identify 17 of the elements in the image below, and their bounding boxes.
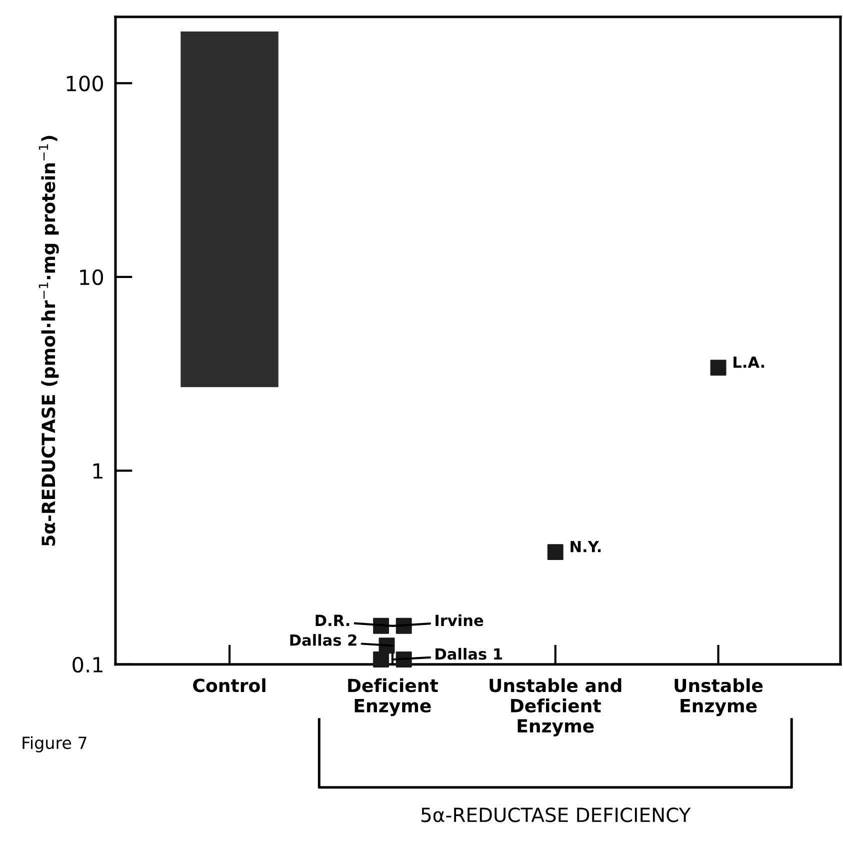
annotation: Dallas 1 [436, 648, 502, 660]
annotation: D.R. [316, 614, 350, 626]
y-tick-label: 10 [80, 269, 103, 286]
y-tick-label: 100 [66, 76, 103, 92]
annotation: Dallas 2 [290, 634, 356, 646]
y-tick-label: 0.1 [72, 656, 102, 673]
x-axis-title: 5α-REDUCTASE DEFICIENCY [422, 808, 691, 822]
x-tick-label: Unstable Enzyme [674, 678, 763, 716]
y-tick-label: 1 [93, 463, 102, 479]
caption: Figure 7 [22, 736, 86, 752]
annotation: L.A. [734, 356, 764, 368]
annotation: Irvine [436, 614, 484, 626]
x-tick-label: Control [193, 678, 266, 692]
y-axis-title: 5α-REDUCTASE (pmol·hr$^{−1}$·mg protein$^{−1}$) [38, 136, 59, 546]
x-tick-label: Deficient Enzyme [348, 678, 438, 716]
annotation: N.Y. [570, 540, 601, 552]
x-tick-label: Unstable and Deficient Enzyme [490, 678, 622, 736]
